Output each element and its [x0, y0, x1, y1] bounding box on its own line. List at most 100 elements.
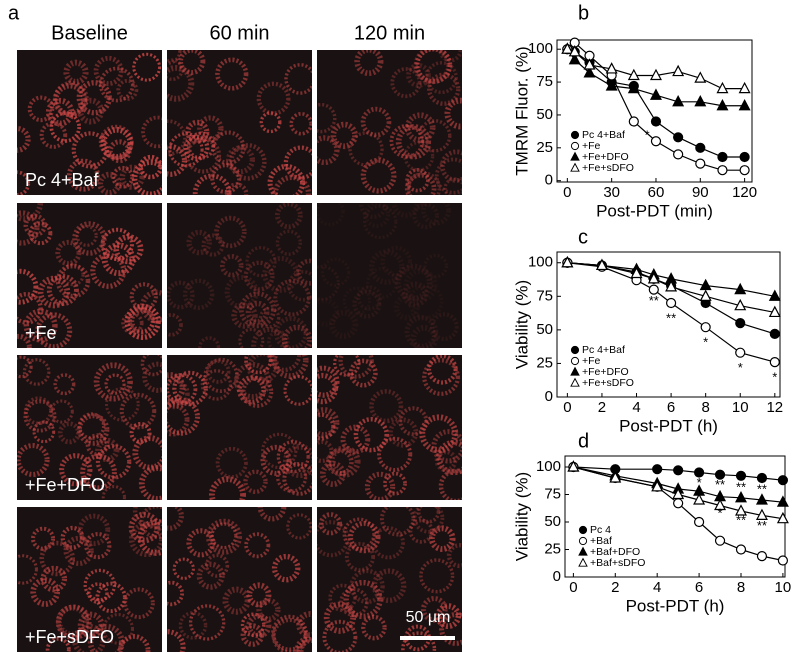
annotation: **	[666, 311, 676, 326]
cell	[282, 444, 312, 479]
cell	[356, 285, 383, 311]
data-point	[652, 464, 663, 475]
cell	[30, 577, 61, 607]
legend-marker	[578, 546, 588, 556]
cell	[401, 281, 429, 308]
cell	[410, 324, 439, 348]
cell	[72, 623, 106, 652]
cell	[283, 375, 312, 406]
cell	[229, 143, 267, 181]
data-point	[605, 62, 618, 74]
cell	[55, 263, 91, 299]
data-point	[672, 487, 685, 500]
cell	[141, 115, 162, 149]
data-point	[735, 504, 747, 516]
data-point	[755, 508, 768, 520]
legend-label: +Baf	[590, 535, 612, 547]
annotation: **	[736, 479, 746, 494]
y-tick-label: 0	[545, 388, 553, 405]
y-tick-label: 25	[536, 354, 553, 371]
cell	[419, 558, 455, 594]
legend-marker	[578, 536, 588, 546]
x-tick-label: 12	[766, 399, 783, 416]
cells	[17, 355, 162, 500]
legend-marker	[570, 162, 580, 172]
data-point	[699, 289, 712, 301]
cell	[317, 297, 340, 327]
cell	[426, 355, 458, 385]
y-tick-label: 0	[545, 172, 553, 189]
cells	[317, 203, 459, 348]
cell	[289, 111, 312, 136]
cell	[167, 119, 187, 157]
cell	[76, 413, 110, 446]
cell	[424, 61, 458, 95]
cell	[388, 417, 419, 448]
legend-marker	[570, 356, 580, 366]
cell	[167, 50, 182, 65]
x-tick-label: 30	[603, 184, 620, 201]
column-header: 120 min	[354, 22, 425, 44]
cell	[322, 619, 358, 652]
cell	[246, 582, 272, 608]
cell	[260, 444, 292, 476]
cell	[71, 131, 109, 169]
cell	[87, 623, 125, 652]
cell	[167, 373, 198, 406]
cell	[119, 392, 157, 430]
cell	[244, 532, 271, 559]
row-label: +Fe+sDFO	[25, 627, 114, 647]
data-point	[777, 555, 789, 566]
data-point	[672, 95, 685, 107]
data-point	[673, 132, 684, 143]
cell	[201, 233, 225, 257]
cell	[138, 154, 162, 180]
cell	[276, 461, 308, 493]
data-point	[561, 42, 574, 54]
cell	[131, 159, 162, 195]
cell	[342, 286, 372, 316]
cell	[104, 386, 140, 422]
data-point	[777, 475, 789, 486]
data-point	[673, 149, 684, 160]
cell	[317, 203, 345, 227]
legend-label: +Fe+DFO	[582, 366, 629, 378]
legend-label: +Fe	[582, 140, 601, 152]
cell	[32, 420, 56, 444]
cell	[203, 357, 239, 394]
series-line	[566, 41, 745, 171]
data-point	[716, 81, 729, 94]
x-tick-label: 6	[695, 579, 703, 596]
cell	[271, 355, 309, 379]
data-point	[734, 282, 747, 295]
series-line	[566, 48, 745, 107]
y-tick-label: 75	[544, 485, 561, 502]
cell	[317, 365, 340, 398]
cell	[430, 312, 459, 341]
cell	[39, 540, 75, 577]
cell	[415, 50, 453, 84]
legend-label: Pc 4	[590, 524, 611, 536]
micrograph	[317, 203, 462, 348]
annotation: *	[738, 360, 743, 375]
data-point	[735, 470, 747, 481]
x-tick-label: 10	[732, 399, 749, 416]
cell	[35, 312, 73, 348]
row-label: +Fe	[25, 323, 57, 343]
data-point	[739, 165, 750, 176]
column-header: 60 min	[209, 22, 269, 44]
data-point	[769, 328, 780, 339]
cell	[329, 309, 359, 340]
cell	[139, 289, 162, 323]
cell	[299, 638, 312, 652]
micrograph	[17, 355, 162, 500]
cell	[17, 292, 43, 325]
cell	[100, 126, 134, 160]
cell	[416, 507, 441, 524]
x-tick-label: 6	[667, 399, 675, 416]
cell	[349, 568, 385, 605]
cell	[380, 245, 413, 278]
cell	[398, 406, 429, 437]
cell	[393, 294, 420, 321]
cell	[140, 355, 162, 377]
